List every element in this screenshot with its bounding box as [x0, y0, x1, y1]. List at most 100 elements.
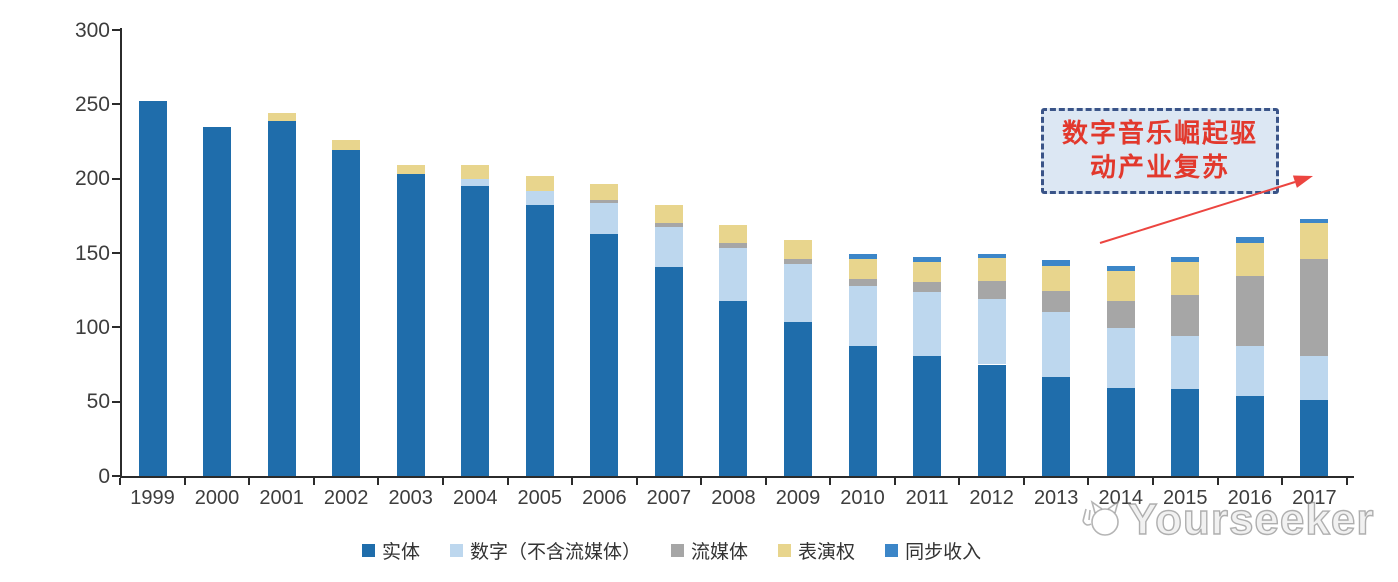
- legend-label: 实体: [382, 541, 421, 563]
- y-tick-label: 250: [74, 92, 110, 116]
- y-tick-mark: [112, 29, 121, 31]
- x-tick-mark: [893, 478, 896, 485]
- bar-segment-同步收入: [1106, 265, 1135, 271]
- bar-segment-表演权: [654, 205, 683, 223]
- bar-segment-数字（不含流媒体）: [590, 203, 619, 234]
- bar-segment-流媒体: [654, 222, 683, 227]
- bar-segment-实体: [1300, 400, 1329, 476]
- bar-segment-同步收入: [1171, 256, 1200, 262]
- x-category-label: 2009: [775, 487, 821, 509]
- x-category-label: 2014: [1098, 487, 1144, 509]
- annotation-text-line1: 数字音乐崛起驱: [1061, 119, 1258, 149]
- bar-segment-表演权: [784, 240, 812, 259]
- bar-segment-表演权: [267, 113, 296, 121]
- y-axis-line: [120, 28, 122, 478]
- bar-segment-实体: [913, 355, 942, 476]
- x-category-label: 2000: [194, 487, 240, 509]
- x-category-label: 2011: [905, 487, 949, 509]
- bar-segment-表演权: [590, 183, 619, 201]
- annotation-text-line2: 动产业复苏: [1089, 153, 1230, 183]
- bar-segment-流媒体: [848, 279, 877, 286]
- bar-segment-实体: [590, 233, 619, 476]
- bar-segment-流媒体: [719, 243, 748, 248]
- bar-segment-实体: [332, 149, 361, 476]
- x-tick-mark: [700, 478, 703, 485]
- x-tick-mark: [1022, 478, 1025, 485]
- bar-segment-流媒体: [913, 281, 942, 292]
- bar-segment-表演权: [977, 258, 1006, 282]
- x-category-label: 2016: [1227, 487, 1273, 509]
- x-category-label: 2001: [259, 487, 304, 509]
- bar-segment-表演权: [1300, 223, 1329, 259]
- chart-legend: 实体 数字（不含流媒体） 流媒体 表演权 同步收入: [362, 537, 1062, 564]
- bar-segment-流媒体: [1171, 294, 1200, 336]
- bar-segment-实体: [203, 127, 232, 476]
- bar-segment-流媒体: [590, 200, 619, 204]
- bar-segment-数字（不含流媒体）: [784, 264, 812, 323]
- x-tick-mark: [1152, 478, 1155, 485]
- x-tick-mark: [1281, 478, 1284, 485]
- legend-swatch-icon: [671, 544, 685, 557]
- x-category-label: 2017: [1292, 487, 1337, 509]
- bar-segment-流媒体: [1106, 301, 1135, 329]
- bar-segment-数字（不含流媒体）: [1235, 345, 1264, 396]
- bar-segment-数字（不含流媒体）: [913, 291, 942, 356]
- bar-segment-同步收入: [1042, 260, 1071, 266]
- bar-segment-流媒体: [1042, 290, 1071, 313]
- y-tick-label: 100: [74, 315, 110, 339]
- bar-segment-实体: [1171, 389, 1200, 476]
- bar-segment-实体: [396, 174, 425, 476]
- bar-segment-数字（不含流媒体）: [1106, 328, 1135, 389]
- legend-label: 表演权: [798, 541, 856, 563]
- x-category-label: 2013: [1033, 487, 1079, 509]
- bar-segment-表演权: [461, 165, 490, 180]
- x-category-label: 2007: [646, 487, 692, 509]
- x-category-label: 2004: [453, 487, 498, 509]
- y-tick-label: 150: [74, 241, 110, 265]
- y-tick-mark: [112, 326, 121, 329]
- bar-segment-流媒体: [1300, 258, 1329, 356]
- bar-segment-实体: [848, 345, 877, 476]
- bar-segment-表演权: [719, 225, 748, 244]
- x-tick-mark: [183, 478, 186, 485]
- x-category-label: 2005: [517, 487, 563, 509]
- x-category-label: 1999: [130, 487, 175, 509]
- x-tick-mark: [506, 478, 509, 485]
- bar-segment-实体: [267, 120, 296, 476]
- y-tick-mark: [112, 103, 121, 106]
- bar-segment-数字（不含流媒体）: [1300, 355, 1329, 401]
- bar-segment-表演权: [848, 258, 877, 279]
- bar-segment-同步收入: [1300, 218, 1329, 224]
- x-category-label: 2006: [582, 487, 627, 509]
- x-tick-mark: [1087, 478, 1090, 485]
- annotation-callout-box: 数字音乐崛起驱 动产业复苏: [1041, 108, 1279, 194]
- bar-segment-表演权: [913, 261, 942, 282]
- x-tick-mark: [248, 478, 251, 485]
- bar-segment-表演权: [525, 175, 554, 191]
- x-category-label: 2015: [1163, 487, 1208, 509]
- x-axis-line: [120, 476, 1354, 478]
- bar-segment-流媒体: [977, 281, 1006, 300]
- x-tick-mark: [571, 478, 574, 485]
- legend-swatch-icon: [450, 544, 464, 557]
- y-tick-mark: [112, 475, 121, 477]
- y-tick-mark: [112, 400, 121, 403]
- bar-segment-实体: [461, 186, 490, 476]
- bar-segment-数字（不含流媒体）: [654, 226, 683, 268]
- legend-label: 流媒体: [691, 541, 749, 563]
- bar-segment-表演权: [396, 164, 425, 175]
- bar-segment-表演权: [1042, 265, 1071, 291]
- bar-segment-实体: [525, 205, 554, 476]
- bar-segment-流媒体: [784, 258, 812, 265]
- x-category-label: 2002: [323, 487, 369, 509]
- bar-segment-数字（不含流媒体）: [977, 299, 1006, 365]
- bar-segment-表演权: [1171, 261, 1200, 295]
- x-category-label: 2008: [711, 487, 756, 509]
- bar-segment-表演权: [1235, 242, 1264, 277]
- x-tick-mark: [441, 478, 444, 485]
- legend-swatch-icon: [362, 544, 375, 557]
- y-tick-label: 200: [74, 167, 110, 191]
- bar-segment-数字（不含流媒体）: [1042, 312, 1071, 378]
- bar-segment-表演权: [1106, 270, 1135, 302]
- legend-item: 实体: [362, 537, 420, 564]
